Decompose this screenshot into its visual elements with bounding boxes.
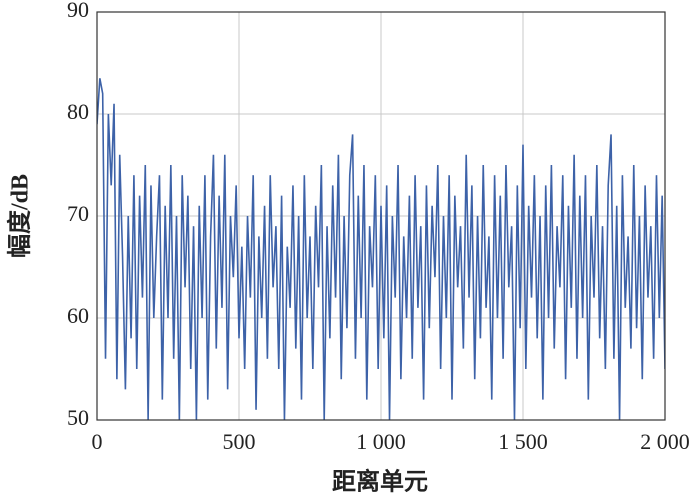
y-axis-label: 幅度/dB [6,174,34,258]
plot-frame [96,11,666,421]
x-tick-label: 0 [92,429,103,454]
y-tick-label: 60 [67,303,89,328]
y-tick-label: 80 [67,99,89,124]
y-tick-label: 70 [67,201,89,226]
x-tick-label: 1 500 [498,429,548,454]
x-tick-label: 1 000 [356,429,406,454]
data-line [97,78,665,420]
x-axis-label: 距离单元 [332,468,428,496]
x-tick-label: 2 000 [640,429,690,454]
x-tick-label: 500 [223,429,256,454]
y-tick-label: 90 [67,0,89,22]
y-tick-label: 50 [67,405,89,430]
